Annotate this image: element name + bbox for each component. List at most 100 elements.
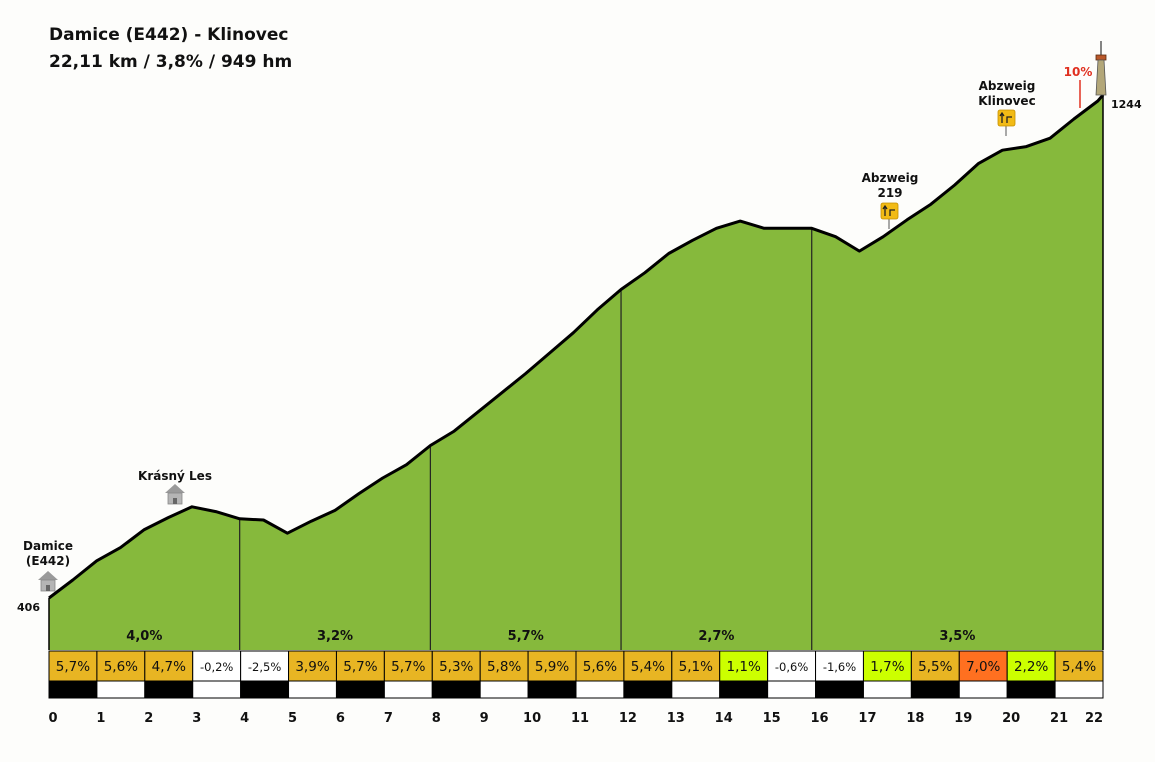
km-gradient-box	[335, 650, 385, 682]
x-tick-label: 2	[144, 711, 153, 726]
km-scale-segment	[96, 680, 146, 699]
km-gradient-box	[240, 650, 290, 682]
km-gradient-box	[815, 650, 864, 682]
x-tick-label: 17	[858, 711, 876, 726]
km-gradient-label: 3,9%	[295, 659, 329, 675]
km-gradient-label: -0,2%	[200, 660, 233, 674]
km-gradient-box	[1054, 650, 1104, 682]
x-tick-label: 11	[571, 711, 589, 726]
x-tick-label: 13	[667, 711, 685, 726]
section-gradient-label: 3,5%	[939, 629, 975, 644]
km-gradient-label: 4,7%	[152, 659, 186, 675]
section-gradient-label: 4,0%	[126, 629, 162, 644]
km-scale-segment	[1054, 680, 1104, 699]
place-label: (E442)	[26, 554, 70, 568]
junction-sign-icon	[997, 109, 1016, 136]
x-tick-label: 12	[619, 711, 637, 726]
km-scale-segment	[958, 680, 1008, 699]
x-tick-label: 7	[384, 711, 393, 726]
x-tick-label: 0	[48, 711, 57, 726]
km-gradient-label: 5,5%	[918, 659, 952, 675]
km-scale-segment	[767, 680, 817, 699]
km-gradient-label: 7,0%	[966, 659, 1000, 675]
place-label: Krásný Les	[138, 469, 212, 483]
km-scale-segment	[719, 680, 769, 699]
section-gradient-label: 5,7%	[508, 629, 544, 644]
km-gradient-box	[527, 650, 577, 682]
house-icon	[38, 571, 58, 592]
km-gradient-box	[623, 650, 673, 682]
start-elevation-label: 406	[17, 601, 40, 614]
x-tick-label: 5	[288, 711, 297, 726]
tower-icon	[1095, 41, 1107, 96]
km-gradient-box	[767, 650, 817, 682]
km-scale-segment	[335, 680, 385, 699]
km-scale-segment	[383, 680, 433, 699]
km-scale-segment	[862, 680, 912, 699]
km-scale-segment	[815, 680, 864, 699]
km-scale-segment	[48, 680, 98, 699]
x-tick-label: 16	[810, 711, 828, 726]
km-scale-segment	[910, 680, 960, 699]
km-gradient-label: 1,1%	[727, 659, 761, 675]
km-gradient-box	[192, 650, 242, 682]
house-icon	[165, 484, 185, 505]
km-scale-segment	[240, 680, 290, 699]
place-label: Abzweig	[979, 79, 1036, 93]
x-tick-label: 21	[1050, 711, 1068, 726]
x-tick-label: 15	[763, 711, 781, 726]
place-label: Abzweig	[862, 171, 919, 185]
km-gradient-box	[431, 650, 481, 682]
x-tick-label: 4	[240, 711, 249, 726]
km-scale-segment	[1006, 680, 1056, 699]
km-scale-segment	[671, 680, 721, 699]
km-scale-segment	[144, 680, 194, 699]
km-gradient-label: -0,6%	[775, 660, 808, 674]
summit-elevation-label: 1244	[1111, 98, 1142, 111]
place-label: Klinovec	[978, 94, 1035, 108]
x-tick-label: 19	[954, 711, 972, 726]
km-gradient-label: -2,5%	[248, 660, 281, 674]
km-gradient-label: 5,7%	[343, 659, 377, 675]
x-tick-label: 10	[523, 711, 541, 726]
place-label: 219	[877, 186, 902, 200]
junction-sign-icon	[880, 202, 899, 229]
km-scale-segment	[479, 680, 529, 699]
section-gradient-label: 2,7%	[698, 629, 734, 644]
section-gradient-label: 3,2%	[317, 629, 353, 644]
km-gradient-label: 5,4%	[631, 659, 665, 675]
x-tick-label: 6	[336, 711, 345, 726]
chart-title: Damice (E442) - Klinovec	[49, 25, 289, 45]
km-gradient-box	[288, 650, 337, 682]
profile-outline	[48, 94, 1105, 600]
km-gradient-label: 5,6%	[104, 659, 138, 675]
km-gradient-label: 5,3%	[439, 659, 473, 675]
km-scale-segment	[288, 680, 337, 699]
km-gradient-label: 5,4%	[1062, 659, 1096, 675]
km-gradient-label: 5,7%	[391, 659, 425, 675]
max-gradient-label: 10%	[1064, 65, 1093, 79]
x-tick-label: 22	[1085, 711, 1103, 726]
km-scale-segment	[431, 680, 481, 699]
place-label: Damice	[23, 539, 73, 553]
km-scale-segment	[527, 680, 577, 699]
km-gradient-label: 5,1%	[679, 659, 713, 675]
km-scale-segment	[623, 680, 673, 699]
km-gradient-label: 5,8%	[487, 659, 521, 675]
chart-subtitle: 22,11 km / 3,8% / 949 hm	[49, 52, 293, 72]
x-tick-label: 1	[96, 711, 105, 726]
km-gradient-box	[575, 650, 625, 682]
x-tick-label: 9	[480, 711, 489, 726]
x-tick-label: 3	[192, 711, 201, 726]
km-gradient-label: 2,2%	[1014, 659, 1048, 675]
x-tick-label: 18	[906, 711, 924, 726]
km-gradient-label: 5,6%	[583, 659, 617, 675]
x-tick-label: 14	[715, 711, 733, 726]
km-gradient-label: 5,9%	[535, 659, 569, 675]
km-gradient-label: 5,7%	[56, 659, 90, 675]
km-scale-segment	[192, 680, 242, 699]
x-tick-label: 8	[432, 711, 441, 726]
x-tick-label: 20	[1002, 711, 1020, 726]
km-scale-segment	[575, 680, 625, 699]
